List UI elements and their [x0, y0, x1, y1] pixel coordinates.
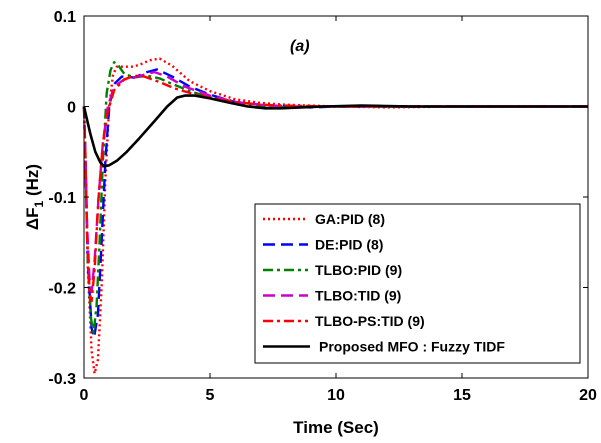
legend-label-2: DE:PID (8)	[315, 237, 383, 253]
y-axis-label-unit: (Hz)	[23, 164, 42, 201]
y-tick-label: 0	[67, 100, 76, 117]
x-tick-label: 5	[206, 387, 215, 404]
legend-label-3: TLBO:PID (9)	[315, 262, 402, 278]
x-tick-label: 20	[579, 387, 597, 404]
x-tick-label: 0	[80, 387, 89, 404]
y-tick-label: 0.1	[54, 9, 76, 26]
legend-label-1: GA:PID (8)	[315, 211, 385, 227]
legend-label-5: TLBO-PS:TID (9)	[315, 313, 425, 329]
legend: GA:PID (8) DE:PID (8) TLBO:PID (9) TLBO:TID…	[254, 203, 581, 364]
legend-label-4: TLBO:TID (9)	[315, 288, 401, 304]
legend-label-6: Proposed MFO : Fuzzy TIDF	[319, 339, 505, 355]
series-line-1	[82, 57, 588, 375]
series-layer	[82, 57, 588, 375]
legend-box	[254, 203, 581, 364]
y-tick-label: -0.2	[48, 281, 76, 298]
y-tick-label: -0.3	[48, 371, 76, 388]
y-axis-label-main: ΔF	[23, 207, 42, 230]
y-tick-label: -0.1	[48, 190, 76, 207]
series-line-6	[82, 94, 588, 168]
x-tick-label: 10	[327, 387, 345, 404]
x-axis-label: Time (Sec)	[293, 418, 379, 437]
y-axis-label: ΔF1 (Hz)	[23, 164, 46, 230]
annotation-label: (a)	[290, 38, 310, 55]
tick-layer: 0 5 10 15 20 0.1 0 -0.1 -0.2 -0.3	[48, 9, 597, 404]
y-axis-label-subscript: 1	[32, 200, 46, 207]
series-line-5	[82, 74, 588, 303]
x-tick-label: 15	[453, 387, 471, 404]
